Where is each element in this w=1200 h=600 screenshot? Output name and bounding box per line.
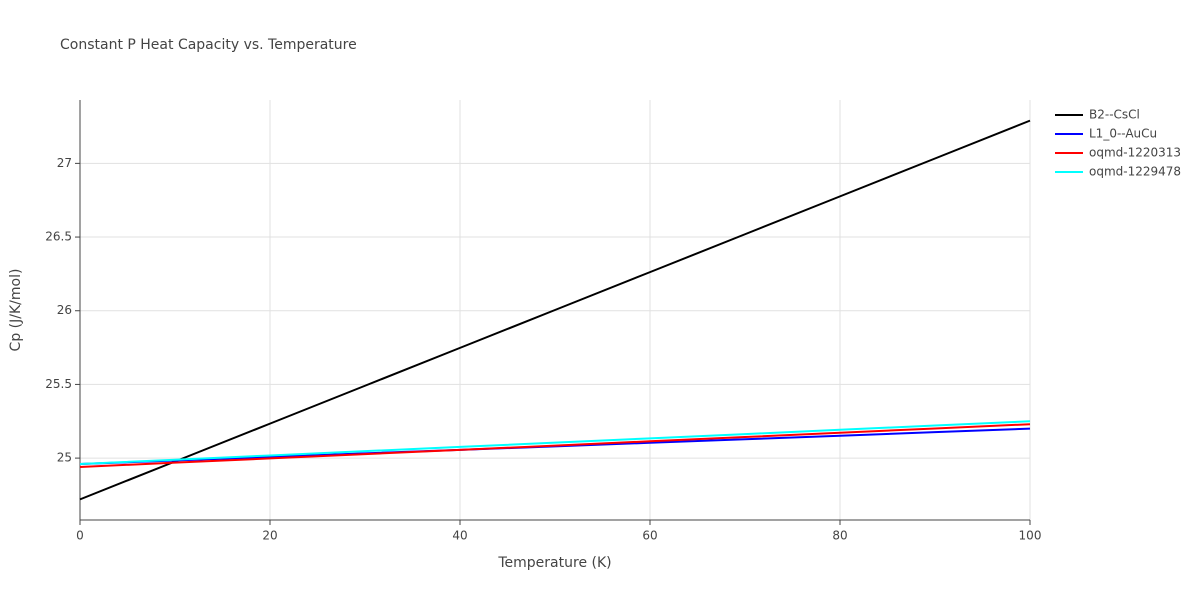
x-axis-title: Temperature (K) — [497, 555, 611, 571]
y-tick-label: 26 — [57, 303, 72, 317]
series-line — [79, 119, 1031, 501]
legend-label: B2--CsCl — [1089, 108, 1140, 122]
series-line — [79, 423, 1031, 468]
legend-label: L1_0--AuCu — [1089, 127, 1157, 141]
y-axis-title: Cp (J/K/mol) — [8, 269, 24, 352]
x-tick-label: 0 — [76, 529, 84, 543]
x-tick-label: 80 — [832, 529, 847, 543]
x-tick-label: 60 — [642, 529, 657, 543]
series-line — [79, 420, 1031, 465]
y-tick-label: 25 — [57, 451, 72, 465]
x-tick-label: 40 — [452, 529, 467, 543]
x-tick-label: 20 — [262, 529, 277, 543]
y-tick-label: 25.5 — [45, 377, 72, 391]
legend-label: oqmd-1229478 — [1089, 165, 1181, 179]
y-tick-label: 26.5 — [45, 230, 72, 244]
x-tick-label: 100 — [1019, 529, 1042, 543]
y-tick-label: 27 — [57, 156, 72, 170]
chart-title: Constant P Heat Capacity vs. Temperature — [60, 37, 357, 53]
legend-label: oqmd-1220313 — [1089, 146, 1181, 160]
